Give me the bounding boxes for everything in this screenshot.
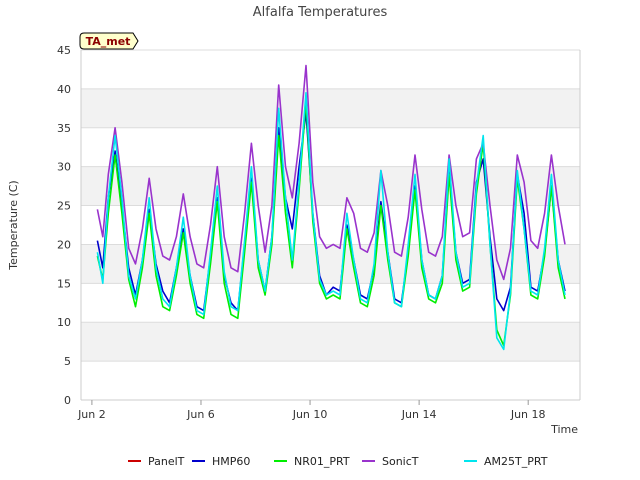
series-line-sonict bbox=[96, 64, 566, 281]
legend-label-am25t-prt: AM25T_PRT bbox=[484, 455, 548, 468]
y-tick-label: 10 bbox=[57, 316, 71, 329]
y-tick-label: 45 bbox=[57, 44, 71, 57]
y-tick-label: 15 bbox=[57, 277, 71, 290]
y-gridlines bbox=[81, 49, 580, 401]
legend: PanelT HMP60 NR01_PRT SonicT AM25T_PRT bbox=[128, 455, 548, 468]
grid-band bbox=[81, 88, 580, 128]
grid-band bbox=[81, 244, 580, 284]
y-tick-label: 40 bbox=[57, 83, 71, 96]
y-tick-label: 0 bbox=[64, 394, 71, 407]
x-tick-label: Jun 10 bbox=[292, 408, 328, 421]
ta-met-badge: TA_met bbox=[79, 32, 139, 50]
grid-band bbox=[81, 166, 580, 206]
x-tick-label: Jun 2 bbox=[77, 408, 106, 421]
axes bbox=[80, 50, 581, 405]
y-axis-label: Temperature (C) bbox=[7, 180, 20, 270]
series-line-am25t-prt bbox=[96, 92, 566, 351]
legend-label-sonict: SonicT bbox=[382, 455, 419, 468]
legend-label-panelt: PanelT bbox=[148, 455, 185, 468]
y-tick-label: 25 bbox=[57, 200, 71, 213]
y-tick-label: 20 bbox=[57, 238, 71, 251]
legend-label-hmp60: HMP60 bbox=[212, 455, 250, 468]
badge-shape bbox=[79, 32, 139, 50]
x-tick-label: Jun 6 bbox=[186, 408, 215, 421]
chart-title: Alfalfa Temperatures bbox=[253, 5, 388, 20]
x-tick-labels: Jun 2 Jun 6 Jun 10 Jun 14 Jun 18 bbox=[77, 408, 545, 421]
x-axis-label: Time bbox=[550, 423, 578, 436]
y-tick-label: 35 bbox=[57, 122, 71, 135]
y-tick-label: 5 bbox=[64, 355, 71, 368]
y-tick-labels: 0 5 10 15 20 25 30 35 40 45 bbox=[57, 44, 71, 407]
series-lines bbox=[96, 64, 566, 351]
x-tick-label: Jun 14 bbox=[401, 408, 437, 421]
legend-label-nr01-prt: NR01_PRT bbox=[294, 455, 350, 468]
y-tick-label: 30 bbox=[57, 161, 71, 174]
badge-label: TA_met bbox=[86, 35, 131, 48]
x-tick-label: Jun 18 bbox=[510, 408, 546, 421]
